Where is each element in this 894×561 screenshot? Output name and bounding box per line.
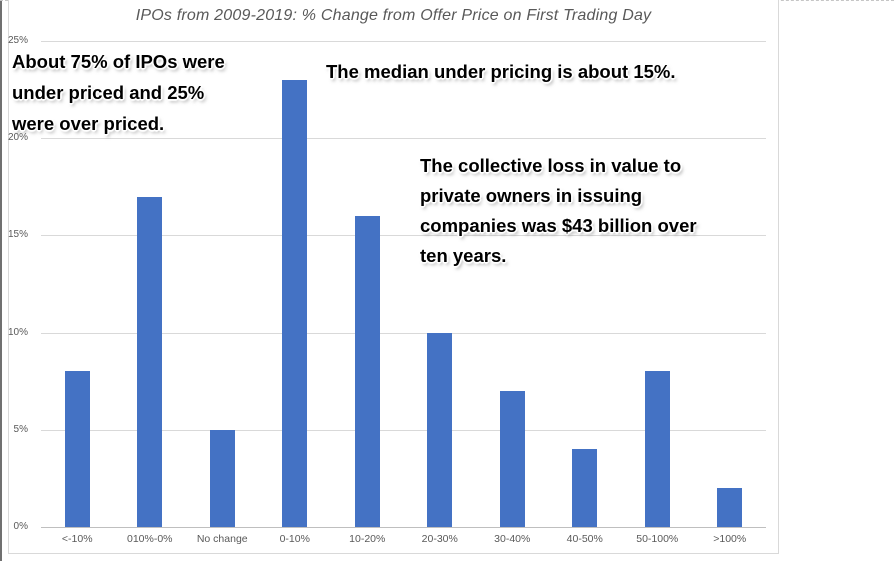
y-tick-label: 15% [7,229,28,241]
y-tick-label: 5% [13,423,28,435]
x-tick-label: 30-40% [494,533,531,545]
bar [717,488,743,527]
gridline [41,235,766,237]
annotation-collective-loss: The collective loss in value to private … [420,155,697,266]
gridline [41,41,766,42]
bar [427,332,453,527]
gridline [41,429,766,431]
annotation-median: The median under pricing is about 15%. [326,61,676,82]
x-tick-label: 50-100% [636,533,679,545]
bar [499,390,525,527]
y-tick-label: 10% [7,326,28,338]
bar [137,196,163,527]
bar-slot [694,41,767,527]
bar-slot [41,41,114,527]
plot-area [41,41,766,528]
x-tick-label: 010%-0% [126,533,173,545]
chart-title: IPOs from 2009-2019: % Change from Offer… [135,7,652,24]
x-tick-label: 0-10% [279,533,310,545]
bar-series [41,41,766,527]
y-axis-labels: 0% 5% 10% 15% 20% 25% [8,35,28,532]
bar [282,79,308,527]
bar [354,215,380,527]
bar-slot [476,41,549,527]
bar-chart: IPOs from 2009-2019: % Change from Offer… [8,0,779,554]
x-tick-label: 20-30% [421,533,458,545]
y-tick-label: 0% [13,521,28,532]
bar-slot [404,41,477,527]
x-axis-labels: <-10% 010%-0% No change 0-10% 10-20% 20-30% 30… [41,533,766,545]
bar-slot [549,41,622,527]
bar-slot [331,41,404,527]
bar [644,371,670,527]
bar [209,429,235,527]
y-tick-label: 20% [7,132,28,144]
x-tick-label: No change [196,533,248,545]
bar-slot [621,41,694,527]
bar [64,371,90,527]
annotation-underpriced: About 75% of IPOs were under priced and … [12,51,225,134]
gridline [41,332,766,334]
x-tick-label: >100% [713,533,747,545]
bar-slot [114,41,187,527]
window-left-border [0,0,2,561]
x-tick-label: <-10% [61,533,93,545]
bar-slot [186,41,259,527]
bar [572,449,598,527]
x-axis-line [41,527,766,528]
gridline [41,138,766,140]
x-tick-label: 40-50% [566,533,603,545]
x-tick-label: 10-20% [349,533,386,545]
y-tick-label: 25% [7,35,28,46]
bar-slot [259,41,332,527]
